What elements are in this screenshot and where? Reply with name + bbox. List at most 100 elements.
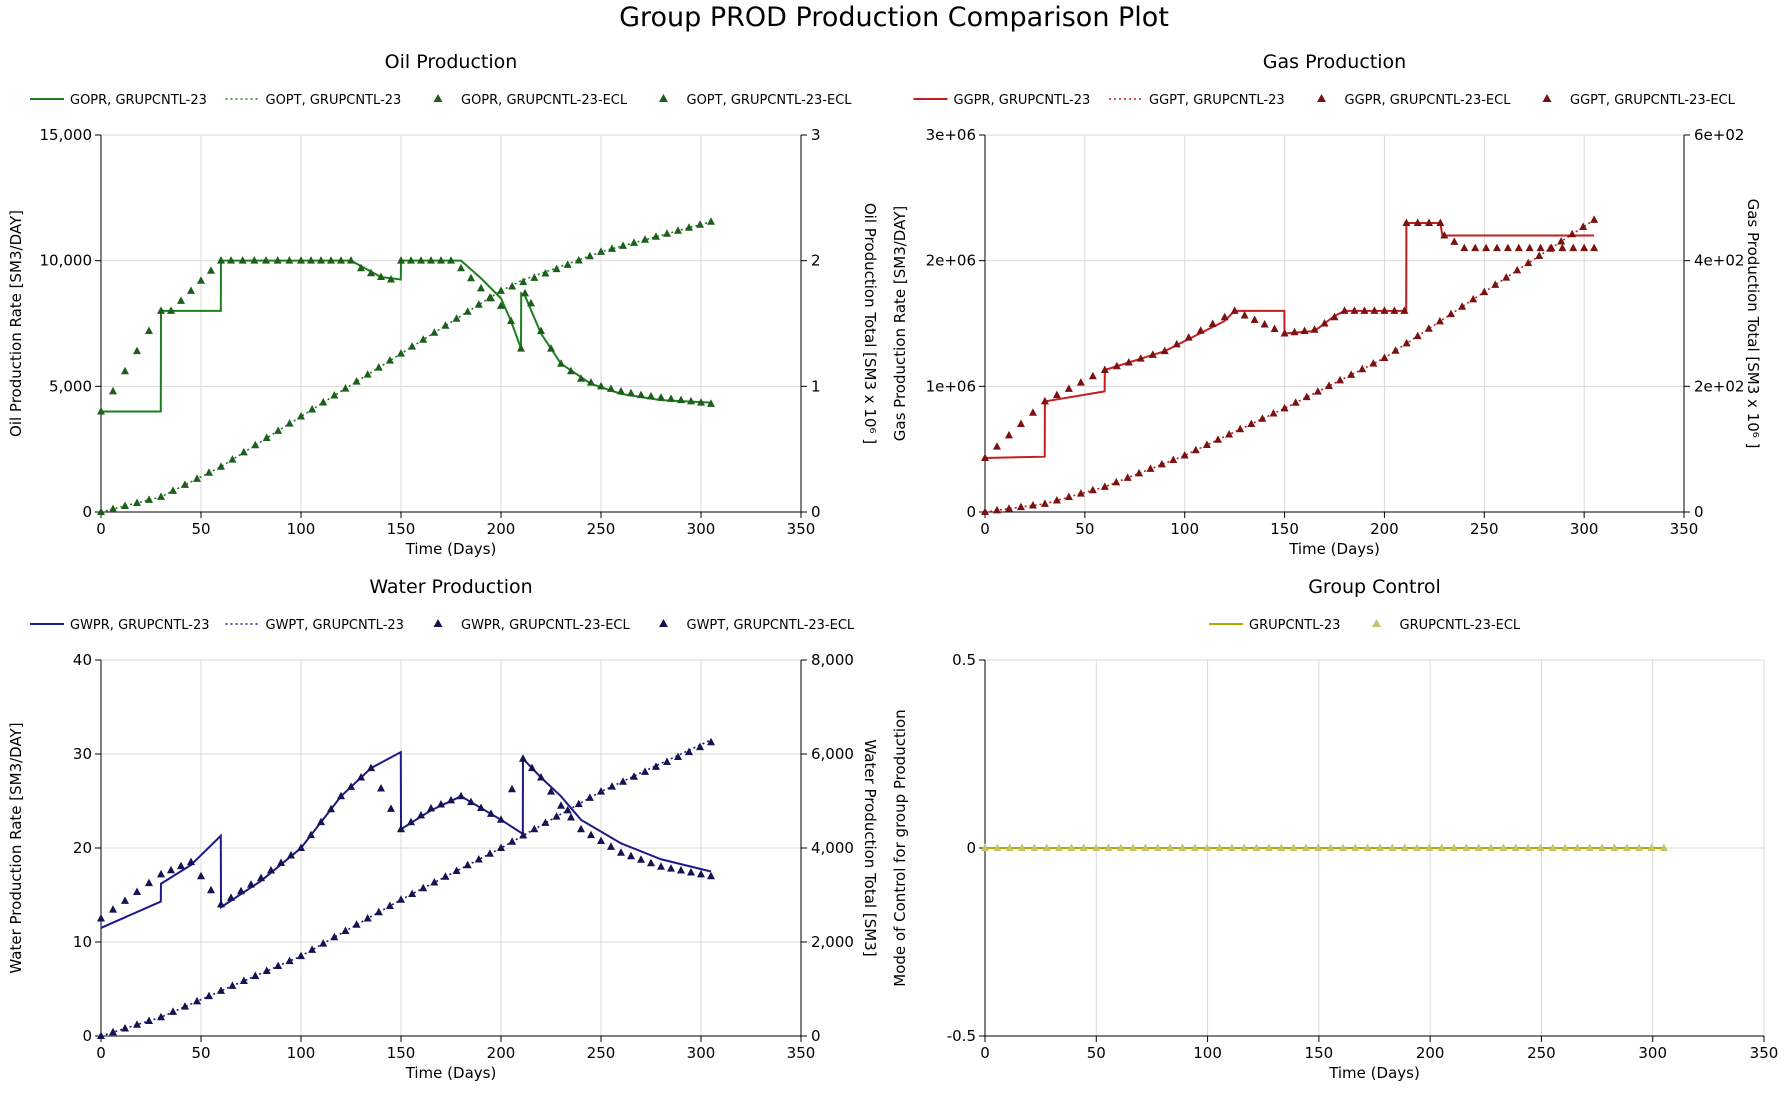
series-point [1524,843,1533,851]
y-axis-label: Water Production Rate [SM3/DAY] [7,722,25,973]
series-point [1135,468,1144,477]
series-point [641,767,649,775]
series-point [619,241,627,249]
series-markers [981,215,1599,515]
series-point [547,344,555,352]
series-point [563,805,572,814]
series-point [1005,843,1014,851]
series-point [197,276,205,284]
series-point [597,836,605,844]
series-point [217,899,225,908]
series-point [608,244,616,252]
series-point [341,926,350,935]
series-point [1310,325,1319,333]
series-point [1436,218,1445,226]
series-point [197,871,205,880]
x-tick-label: 50 [1087,1044,1106,1062]
series-point [457,263,465,272]
series-point [357,773,365,781]
series-point [133,1020,141,1028]
series-point [337,791,345,800]
x-tick-label: 150 [387,520,416,538]
series-point [1146,464,1155,472]
series-point [1491,280,1500,288]
series-point [330,932,339,941]
series-point [1524,258,1533,267]
chart-title: Oil Production [385,51,518,73]
series-point [697,398,705,406]
series-point [477,283,485,292]
series-point [97,507,105,515]
series-point [1390,306,1399,314]
y-tick-label: 0 [82,1027,92,1045]
y-axis-label: Mode of Control for group Production [891,709,909,986]
series-point [567,366,575,375]
series-point [1148,350,1157,358]
legend-swatch [659,94,668,102]
series-point [407,817,415,826]
y-tick-label: 20 [73,839,92,857]
series-point [1202,440,1211,448]
series-point [1425,218,1434,226]
series-point [330,391,339,399]
series-point [1351,843,1360,851]
series-point [1635,843,1644,851]
series-point [1270,324,1279,333]
series-point [1450,237,1459,245]
series-point [1370,306,1379,314]
legend-swatch [1542,94,1552,102]
series-point [1178,843,1187,851]
series-point [597,247,605,255]
series-point [1153,843,1162,851]
series-point [981,507,989,515]
series-point [1169,455,1178,463]
series-point [177,861,185,870]
series-point [1400,843,1409,851]
series-point [169,1007,177,1015]
series-point [1482,243,1491,252]
series-point [1503,243,1512,252]
x-tick-label: 50 [1075,520,1094,538]
series-point [1004,430,1013,439]
series-point [437,799,445,808]
series-point [530,273,539,281]
series-point [1191,445,1200,454]
series-point [1340,306,1349,314]
series-point [207,266,215,274]
series-point [1546,244,1555,252]
series-point [157,869,165,878]
series-markers [97,217,715,515]
series-point [497,815,505,823]
series-point [1040,396,1049,405]
y2-tick-label: 2e+02 [1694,377,1744,395]
series-point [341,384,350,392]
series-point [574,799,583,808]
legend-label: GGPR, GRUPCNTL-23 [954,93,1091,108]
series-point [1492,243,1501,252]
legend-label: GRUPCNTL-23 [1249,618,1340,633]
series-point [1291,398,1300,406]
series-point [430,877,439,886]
series-point [1225,430,1234,438]
series-point [1157,459,1166,468]
y2-tick-label: 4e+02 [1694,252,1744,270]
x-tick-label: 300 [687,1044,716,1062]
x-tick-label: 350 [1670,520,1699,538]
series-point [287,851,295,859]
y2-tick-label: 0 [811,503,821,521]
series-point [1052,495,1061,504]
series-point [1040,499,1049,507]
series-point [1076,378,1085,386]
series-point [1391,346,1400,354]
series-point [297,411,305,420]
series-point [205,991,213,1000]
series-point [1460,243,1469,252]
x-tick-label: 300 [687,520,716,538]
legend-label: GWPR, GRUPCNTL-23-ECL [461,618,630,633]
series-point [452,866,461,874]
series-point [597,381,605,390]
y2-tick-label: 3 [811,126,821,144]
series-point [537,326,545,335]
series-point [1580,243,1589,252]
